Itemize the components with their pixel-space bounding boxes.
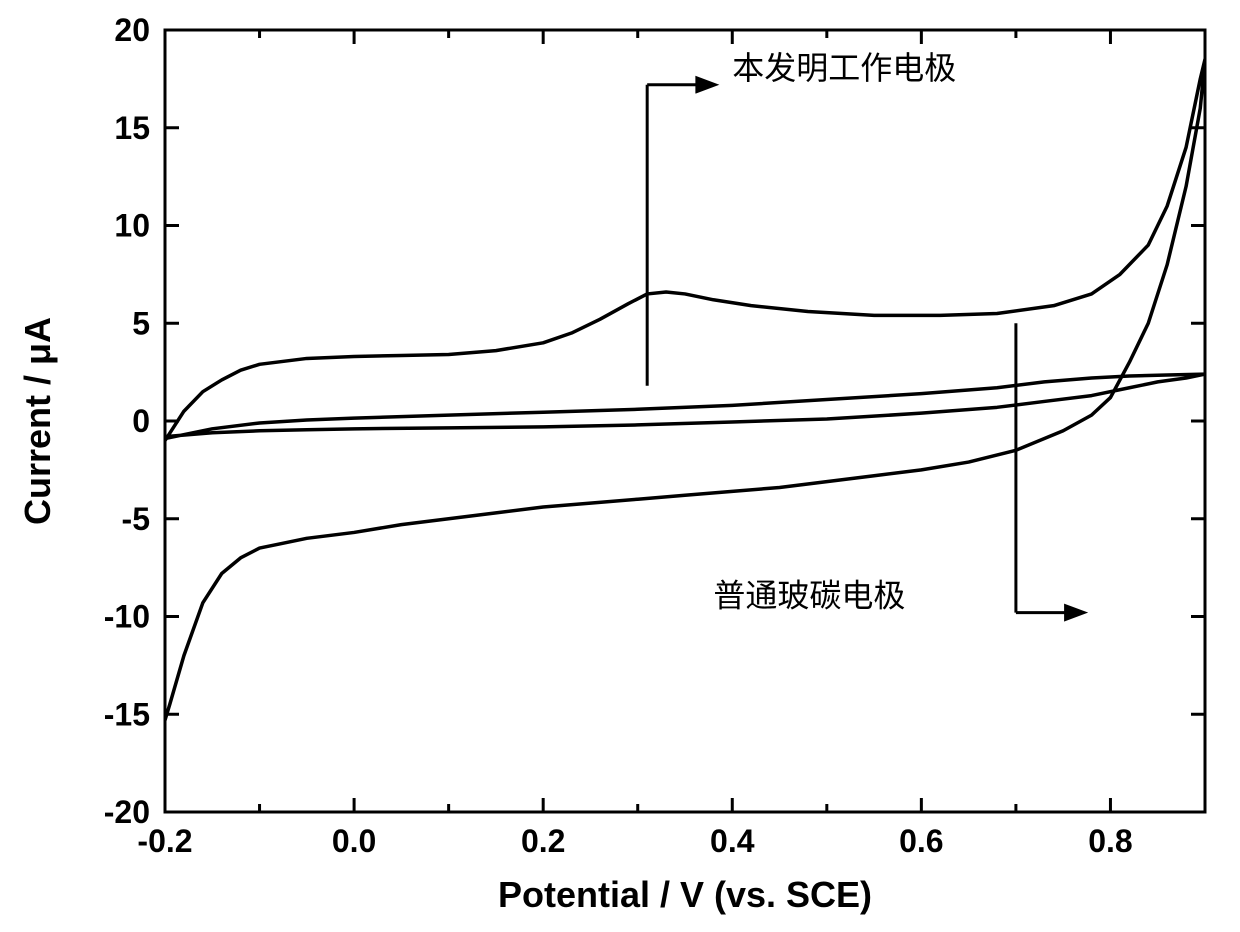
x-tick-label: 0.0 bbox=[332, 823, 376, 859]
chart-svg: -0.20.00.20.40.60.8Potential / V (vs. SC… bbox=[0, 0, 1240, 932]
y-tick-label: 10 bbox=[114, 208, 150, 244]
y-tick-label: 5 bbox=[132, 305, 150, 341]
y-axis-label: Current / μA bbox=[17, 317, 58, 525]
y-tick-label: 15 bbox=[114, 110, 150, 146]
label-bare-gc-electrode: 普通玻碳电极 bbox=[713, 578, 905, 614]
y-tick-label: 0 bbox=[132, 403, 150, 439]
y-tick-label: -5 bbox=[122, 501, 150, 537]
x-tick-label: 0.2 bbox=[521, 823, 565, 859]
y-tick-label: -10 bbox=[104, 599, 150, 635]
x-tick-label: 0.8 bbox=[1088, 823, 1132, 859]
x-tick-label: 0.6 bbox=[899, 823, 943, 859]
label-invention-electrode: 本发明工作电极 bbox=[732, 50, 956, 86]
cv-chart: -0.20.00.20.40.60.8Potential / V (vs. SC… bbox=[0, 0, 1240, 932]
x-axis-label: Potential / V (vs. SCE) bbox=[498, 874, 872, 915]
y-tick-label: -20 bbox=[104, 794, 150, 830]
y-tick-label: 20 bbox=[114, 12, 150, 48]
y-tick-label: -15 bbox=[104, 696, 150, 732]
x-tick-label: 0.4 bbox=[710, 823, 755, 859]
